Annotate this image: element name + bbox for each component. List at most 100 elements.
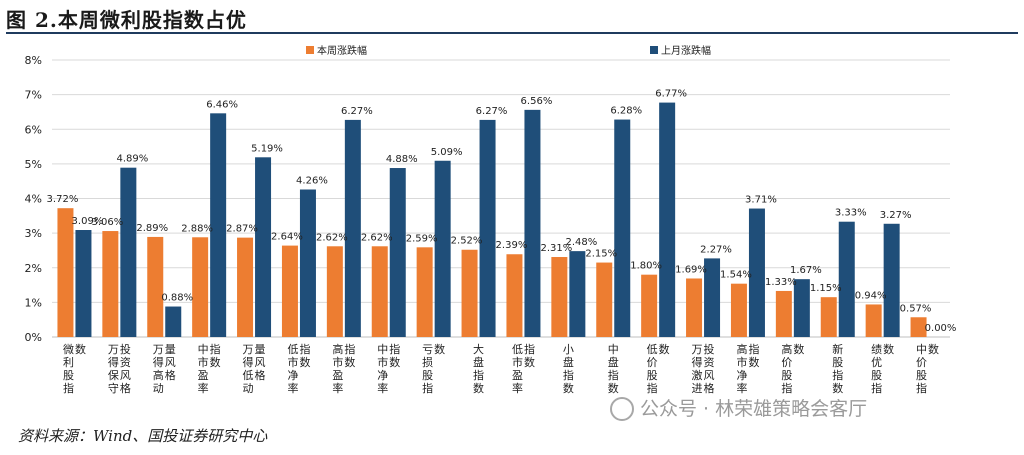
- category-label: 数: [389, 356, 400, 369]
- data-label: 0.57%: [900, 303, 932, 314]
- category-label: 数: [299, 356, 310, 369]
- category-label: 指: [916, 381, 927, 395]
- data-label: 0.00%: [925, 323, 957, 334]
- data-label: 3.09%: [72, 216, 104, 227]
- category-label: 得: [108, 356, 119, 369]
- category-label: 动: [243, 382, 254, 395]
- data-label: 2.64%: [271, 232, 303, 243]
- legend-swatch: [650, 46, 658, 54]
- category-label: 万: [692, 343, 703, 356]
- bar: [165, 306, 182, 337]
- bar: [704, 258, 721, 337]
- bar: [192, 237, 209, 337]
- y-axis-ticks: 0% 1% 2% 3% 4% 5% 6% 7% 8%: [25, 54, 42, 344]
- category-label: 指: [781, 381, 792, 395]
- data-label: 3.71%: [745, 195, 777, 206]
- data-label: 5.19%: [251, 143, 283, 154]
- category-label: 股: [781, 369, 792, 382]
- bar: [551, 257, 568, 337]
- category-label: 高: [736, 342, 747, 356]
- category-label: 指: [473, 368, 484, 382]
- category-label: 优: [871, 356, 882, 369]
- bar: [281, 245, 298, 337]
- category-label: 大: [473, 342, 484, 356]
- bar: [596, 262, 613, 337]
- data-label: 2.62%: [361, 232, 393, 243]
- data-label: 6.27%: [476, 106, 508, 117]
- bar: [569, 251, 586, 337]
- category-label: 率: [198, 381, 209, 395]
- bar: [910, 317, 927, 337]
- category-label: 指: [871, 381, 882, 395]
- category-label: 风: [255, 356, 266, 369]
- category-label: 数: [748, 356, 759, 369]
- category-label: 格: [255, 368, 266, 382]
- category-label: 低: [243, 369, 254, 382]
- category-label: 净: [377, 368, 388, 382]
- category-label: 利: [63, 356, 74, 369]
- category-label: 风: [120, 369, 131, 382]
- category-label: 股: [871, 369, 882, 382]
- y-tick-label: 8%: [25, 54, 42, 67]
- data-label: 3.72%: [47, 194, 79, 205]
- category-label: 微: [63, 342, 74, 356]
- data-label: 4.26%: [296, 175, 328, 186]
- bar: [57, 208, 74, 337]
- data-label: 2.15%: [585, 249, 617, 260]
- y-tick-label: 1%: [25, 296, 42, 309]
- category-label: 中: [377, 343, 388, 356]
- bar: [659, 102, 676, 338]
- category-label: 低: [512, 343, 523, 356]
- category-label: 损: [422, 355, 433, 369]
- category-label: 价: [916, 356, 927, 369]
- category-label: 投: [704, 342, 715, 356]
- bar: [255, 157, 272, 337]
- category-label: 股: [63, 369, 74, 382]
- data-label: 2.62%: [316, 232, 348, 243]
- bar: [210, 113, 227, 337]
- category-label: 亏: [422, 343, 433, 356]
- title-rule: [6, 32, 1018, 34]
- category-label: 盘: [563, 355, 574, 369]
- category-label: 指: [524, 342, 535, 356]
- category-label: 盈: [512, 369, 523, 382]
- category-label: 量: [165, 343, 176, 356]
- data-label: 2.39%: [496, 240, 528, 251]
- x-axis-categories: 微利股指数 万得保守投资风格万得高动量风格中市盈率指数万得低动量风格低市净率指数高…: [63, 342, 939, 395]
- category-label: 资: [704, 356, 715, 369]
- category-label: 格: [165, 368, 176, 382]
- bar: [820, 297, 837, 337]
- y-tick-label: 6%: [25, 123, 42, 136]
- category-label: 数: [524, 356, 535, 369]
- category-label: 资: [120, 356, 131, 369]
- category-label: 格: [704, 381, 715, 395]
- bar: [506, 254, 523, 337]
- category-label: 指: [832, 368, 843, 382]
- category-label: 股: [422, 369, 433, 382]
- y-tick-label: 7%: [25, 89, 42, 102]
- bar: [237, 237, 254, 337]
- y-tick-label: 2%: [25, 262, 42, 275]
- data-label: 4.88%: [386, 154, 418, 165]
- category-label: 指: [63, 381, 74, 395]
- category-label: 股: [916, 369, 927, 382]
- data-label: 3.06%: [91, 217, 123, 228]
- data-label: 1.33%: [765, 277, 797, 288]
- category-label: 指: [422, 381, 433, 395]
- category-label: 指: [608, 368, 619, 382]
- data-label: 2.88%: [181, 223, 213, 234]
- category-label: 数: [210, 356, 221, 369]
- category-label: 绩: [871, 343, 882, 356]
- category-label: 进: [692, 382, 703, 395]
- bar: [461, 249, 478, 337]
- category-label: 中: [916, 343, 927, 356]
- category-label: 市: [512, 355, 523, 369]
- category-label: 市: [287, 355, 298, 369]
- category-label: 新: [832, 342, 843, 356]
- category-label: 股: [647, 369, 658, 382]
- bar: [120, 167, 137, 337]
- category-label: 市: [377, 355, 388, 369]
- wechat-icon: [610, 397, 634, 421]
- bar: [102, 231, 119, 337]
- category-label: 市: [198, 355, 209, 369]
